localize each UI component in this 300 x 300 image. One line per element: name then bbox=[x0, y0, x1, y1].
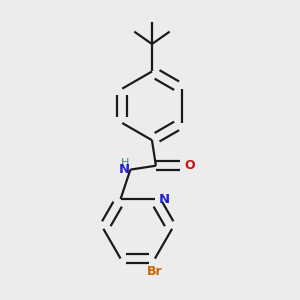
Text: O: O bbox=[184, 159, 195, 172]
Text: H: H bbox=[121, 158, 129, 168]
Text: Br: Br bbox=[147, 266, 163, 278]
Text: N: N bbox=[118, 163, 129, 176]
Text: N: N bbox=[159, 193, 170, 206]
